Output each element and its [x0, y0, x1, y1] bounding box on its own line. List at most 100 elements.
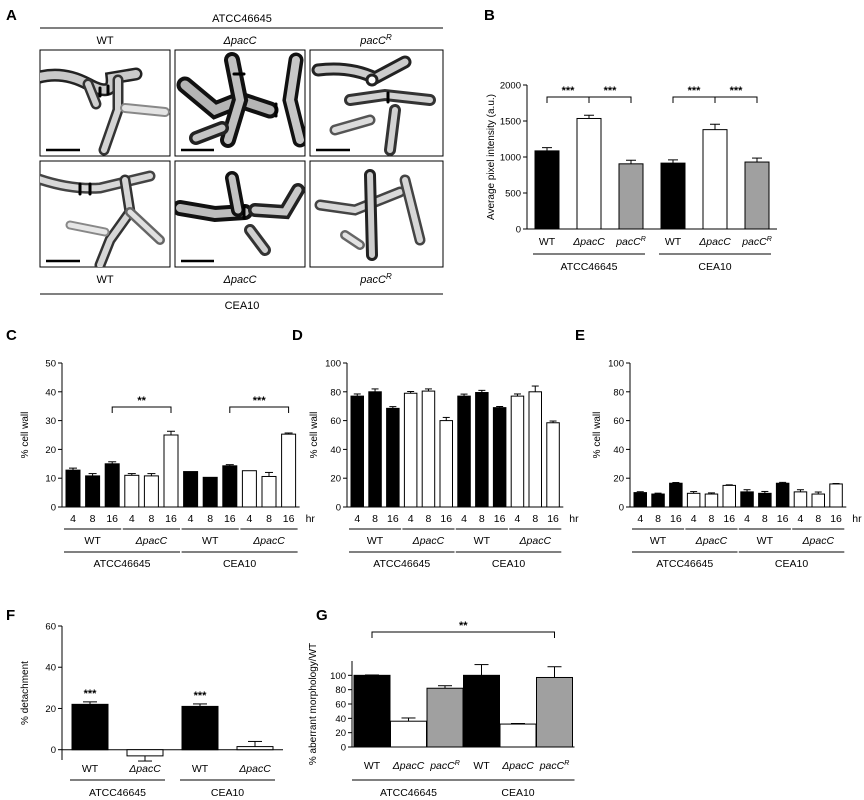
bar — [740, 491, 754, 508]
x-tick-label: 16 — [830, 513, 842, 525]
bar — [660, 162, 686, 230]
bar — [811, 493, 825, 508]
group-label: CEA10 — [211, 787, 244, 799]
y-tick-label: 0 — [51, 745, 56, 756]
hr-label: hr — [569, 513, 579, 525]
x-tick-label: 16 — [106, 513, 118, 525]
bar — [499, 723, 537, 748]
bar — [457, 395, 471, 508]
panel-label-a: A — [6, 7, 17, 24]
chart-c: 0 10 20 30 40 50 % cell wall 4 8 16 4 8 16 4 8 16 4 8 16 hr… — [20, 359, 315, 571]
bar — [686, 492, 701, 508]
panel-a-top-col-label-paccr: pacCR — [359, 33, 392, 47]
y-tick-label: 10 — [45, 474, 56, 485]
x-tick-label: 4 — [744, 513, 750, 525]
significance-bracket — [672, 96, 716, 103]
x-tick-label: 8 — [532, 513, 538, 525]
y-axis-label: % cell wall — [309, 412, 320, 459]
y-tick-label: 60 — [330, 416, 341, 427]
subgroup-label: ΔpacC — [252, 535, 285, 547]
hr-label: hr — [306, 513, 316, 525]
group-label: ATCC46645 — [373, 558, 430, 570]
panel-a-top-col-label-pacc: ΔpacC — [222, 35, 256, 47]
bar — [71, 703, 109, 751]
bar — [618, 163, 644, 230]
bar — [143, 475, 159, 508]
bar — [793, 491, 808, 508]
bar — [124, 474, 140, 508]
bar — [633, 492, 647, 508]
y-tick-label: 100 — [330, 671, 346, 682]
group-label: ATCC46645 — [89, 787, 146, 799]
bar — [353, 674, 391, 748]
group-label: ATCC46645 — [656, 558, 713, 570]
bar — [744, 161, 770, 230]
panel-a-bottom-col-label-pacc: ΔpacC — [222, 274, 256, 286]
bar — [261, 475, 277, 508]
x-tick-label: 8 — [479, 513, 485, 525]
x-tick-label: WT — [473, 760, 490, 772]
y-tick-label: 100 — [325, 359, 341, 370]
bar — [704, 493, 719, 508]
y-tick-label: 1500 — [500, 117, 521, 128]
x-tick-label: 8 — [655, 513, 661, 525]
panel-label-b: B — [484, 7, 495, 24]
y-tick-label: 60 — [45, 622, 56, 633]
panel-a: A ATCC46645 WT ΔpacC pacCR — [6, 7, 444, 312]
y-tick-label: 80 — [330, 387, 341, 398]
subgroup-label: WT — [650, 535, 667, 547]
bar — [163, 434, 179, 508]
bar — [181, 705, 219, 751]
x-tick-label: 16 — [494, 513, 506, 525]
micrograph-bottom-pacc — [174, 160, 306, 268]
y-tick-label: 1000 — [500, 153, 521, 164]
x-tick-label: 8 — [709, 513, 715, 525]
group-label: CEA10 — [223, 558, 256, 570]
x-tick-label: 8 — [148, 513, 154, 525]
y-tick-label: 20 — [45, 445, 56, 456]
y-axis-label: % detachment — [20, 661, 31, 725]
x-tick-label: 16 — [670, 513, 682, 525]
significance-bracket — [229, 406, 290, 413]
y-tick-label: 2000 — [500, 81, 521, 92]
y-tick-label: 30 — [45, 416, 56, 427]
subgroup-label: ΔpacC — [801, 535, 834, 547]
x-tick-label: pacCR — [615, 236, 646, 248]
bar — [463, 674, 500, 748]
group-label: ATCC46645 — [93, 558, 150, 570]
y-tick-label: 80 — [613, 387, 624, 398]
significance-bracket — [588, 96, 632, 103]
y-axis-label: % aberrant morphology/WT — [308, 643, 319, 765]
x-tick-label: 4 — [637, 513, 643, 525]
x-tick-label: WT — [82, 763, 99, 775]
x-tick-label: 8 — [372, 513, 378, 525]
x-tick-label: ΔpacC — [392, 760, 425, 772]
group-label: CEA10 — [698, 261, 731, 273]
x-tick-label: 4 — [515, 513, 521, 525]
y-tick-label: 20 — [613, 474, 624, 485]
significance-label: *** — [688, 85, 702, 97]
micrograph-top-wt — [39, 49, 171, 157]
x-tick-label: 8 — [815, 513, 821, 525]
bar — [722, 484, 736, 508]
x-tick-label: 16 — [547, 513, 559, 525]
y-tick-label: 100 — [608, 359, 624, 370]
significance-label: *** — [84, 688, 98, 700]
x-tick-label: 8 — [90, 513, 96, 525]
x-tick-label: 16 — [224, 513, 236, 525]
bar — [439, 420, 453, 508]
x-tick-label: WT — [665, 236, 682, 248]
x-tick-label: 4 — [188, 513, 194, 525]
x-tick-label: 4 — [70, 513, 76, 525]
x-tick-label: 4 — [354, 513, 360, 525]
bar — [241, 470, 257, 508]
x-tick-label: WT — [364, 760, 381, 772]
panel-label-e: E — [575, 327, 585, 344]
panel-a-bottom-col-label-paccr: pacCR — [359, 272, 392, 286]
x-tick-label: WT — [539, 236, 556, 248]
x-tick-label: 4 — [129, 513, 135, 525]
bar — [510, 395, 525, 508]
x-tick-label: ΔpacC — [698, 236, 731, 248]
bar — [528, 391, 542, 508]
